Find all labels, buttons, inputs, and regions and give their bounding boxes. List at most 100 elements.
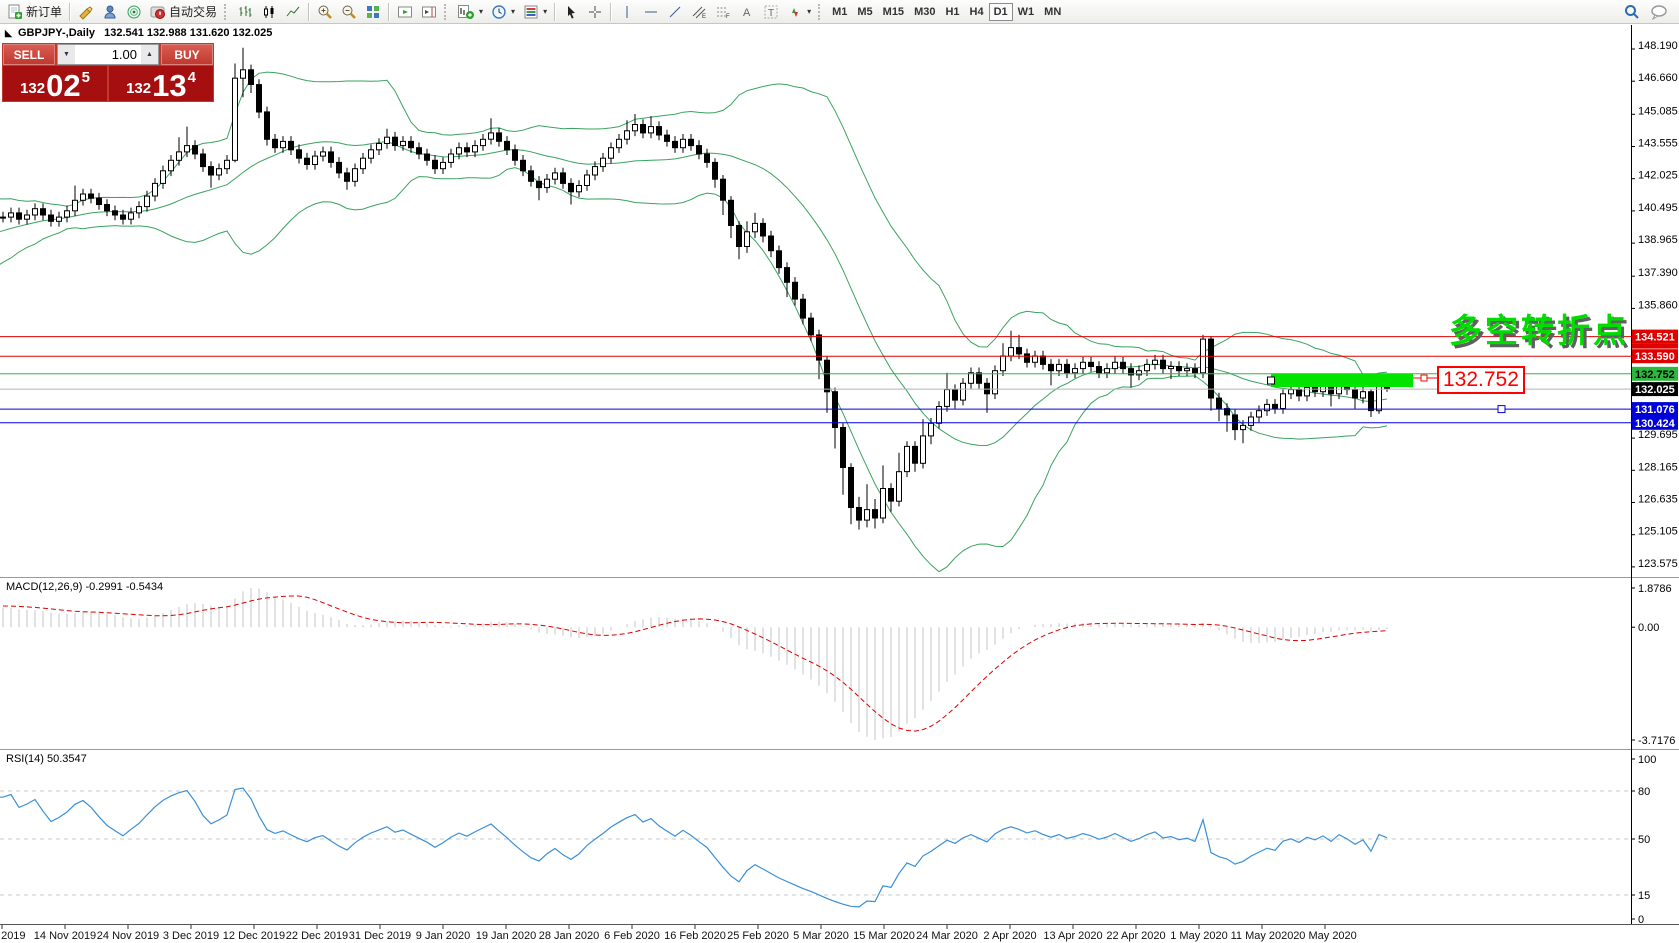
timeframe-h1[interactable]: H1 [945, 5, 960, 18]
periods-button[interactable]: ▾ [487, 1, 519, 22]
new-order-icon [7, 4, 23, 20]
svg-text:133.590: 133.590 [1635, 351, 1675, 363]
turning-point-annotation[interactable]: 多空转折点 [1449, 312, 1629, 349]
horizontal-line-icon [643, 4, 659, 20]
templates-button[interactable]: ▾ [519, 1, 551, 22]
expert-advisor-icon [102, 4, 118, 20]
text-a-icon: A [739, 4, 755, 20]
trendline-button[interactable] [663, 1, 687, 22]
bar-chart-button[interactable] [233, 1, 257, 22]
timeframe-m1[interactable]: M1 [832, 5, 848, 18]
toolbar-separator [69, 2, 72, 21]
sell-button[interactable]: SELL [3, 44, 55, 65]
toolbar-separator [610, 2, 613, 21]
svg-text:A: A [743, 7, 751, 19]
drawn-objects[interactable] [1267, 374, 1506, 414]
arrows-button[interactable]: ▾ [783, 1, 815, 22]
dropdown-caret-icon: ▾ [543, 7, 548, 16]
toolbar-separator [388, 2, 391, 21]
fibonacci-button[interactable]: F [711, 1, 735, 22]
line-chart-icon [285, 4, 301, 20]
toolbar-separator [308, 2, 311, 21]
zoom-in-icon [317, 4, 333, 20]
auto-trading-icon [150, 4, 166, 20]
auto-scroll-button[interactable] [393, 1, 417, 22]
text-label-button[interactable]: T [759, 1, 783, 22]
sell-price[interactable]: 132 02 5 [3, 66, 107, 101]
date-label: 2 Apr 2020 [983, 930, 1036, 942]
date-label: 13 Apr 2020 [1043, 930, 1102, 942]
auto-trading-button[interactable]: 自动交易 [146, 1, 221, 22]
text-label-icon: T [763, 4, 779, 20]
timeframe-m30[interactable]: M30 [914, 5, 936, 18]
volume-decrease-button[interactable]: ▼ [58, 45, 75, 64]
toolbar-grip [224, 3, 230, 20]
svg-text:0.00: 0.00 [1638, 622, 1659, 634]
candlestick-button[interactable] [257, 1, 281, 22]
occluded-price-label [1632, 343, 1678, 349]
buy-button[interactable]: BUY [161, 44, 213, 65]
equidistant-channel-button[interactable]: E [687, 1, 711, 22]
svg-text:50: 50 [1638, 834, 1650, 846]
timeframe-d1[interactable]: D1 [988, 2, 1013, 21]
zoom-out-button[interactable] [337, 1, 361, 22]
object-handle[interactable] [1267, 376, 1275, 385]
callout-anchor[interactable] [1420, 374, 1428, 382]
chart-title: ◣ GBPJPY-,Daily 132.541 132.988 131.620 … [5, 27, 272, 39]
text-button[interactable]: A [735, 1, 759, 22]
signals-button[interactable] [122, 1, 146, 22]
chart-shift-button[interactable] [417, 1, 441, 22]
history-center-button[interactable] [74, 1, 98, 22]
horizontal-level-lines[interactable] [0, 336, 1631, 424]
search-button[interactable] [1619, 1, 1645, 22]
line-chart-button[interactable] [281, 1, 305, 22]
price-callout-label[interactable]: 132.752 [1437, 366, 1525, 394]
date-label: 28 Jan 2020 [539, 930, 600, 942]
timeframe-w1[interactable]: W1 [1017, 5, 1035, 18]
volume-increase-button[interactable]: ▲ [141, 45, 158, 64]
date-label: 22 Dec 2019 [286, 930, 348, 942]
search-icon [1623, 3, 1641, 21]
svg-text:143.555: 143.555 [1638, 138, 1678, 150]
date-label: 31 Dec 2019 [349, 930, 411, 942]
main-price-pane[interactable] [0, 47, 1390, 573]
new-order-label: 新订单 [26, 5, 63, 19]
bollinger-bands [0, 71, 1388, 573]
green-resistance-bar[interactable] [1271, 374, 1413, 387]
arrows-icon [787, 4, 803, 20]
zoom-in-button[interactable] [313, 1, 337, 22]
tile-windows-button[interactable] [361, 1, 385, 22]
svg-text:138.965: 138.965 [1638, 234, 1678, 246]
chart-ohlc-values: 132.541 132.988 131.620 132.025 [104, 27, 273, 39]
axes[interactable]: 148.190 146.660 145.085 143.555 142.025 140.4… [0, 25, 1679, 926]
horizontal-line-button[interactable] [639, 1, 663, 22]
timeframe-h4[interactable]: H4 [969, 5, 984, 18]
new-order-button[interactable]: 新订单 [3, 1, 66, 22]
chat-button[interactable] [1645, 1, 1673, 22]
buy-price[interactable]: 132 13 4 [109, 66, 213, 101]
trendline-icon [667, 4, 683, 20]
wrench-icon [78, 4, 94, 20]
vertical-line-button[interactable] [615, 1, 639, 22]
macd-pane[interactable] [0, 588, 1388, 740]
rsi-pane-label: RSI(14) 50.3547 [6, 753, 87, 765]
svg-text:131.076: 131.076 [1635, 404, 1675, 416]
sell-price-big: 02 [46, 68, 81, 103]
crosshair-button[interactable] [583, 1, 607, 22]
chat-bubble-icon [1649, 3, 1669, 21]
timeframe-m5[interactable]: M5 [857, 5, 873, 18]
timeframe-m15[interactable]: M15 [882, 5, 905, 18]
object-handle[interactable] [1497, 405, 1506, 414]
expert-advisors-button[interactable] [98, 1, 122, 22]
timeframe-mn[interactable]: MN [1044, 5, 1062, 18]
svg-text:137.390: 137.390 [1638, 267, 1678, 279]
one-click-trading-panel: SELL ▼ 1.00 ▲ BUY 132 02 5 132 13 4 [2, 43, 214, 102]
svg-text:128.165: 128.165 [1638, 461, 1678, 473]
volume-input[interactable]: 1.00 [111, 47, 137, 62]
new-chart-button[interactable]: ▾ [453, 1, 487, 22]
rsi-pane[interactable] [0, 787, 1631, 908]
svg-text:F: F [726, 14, 730, 20]
cursor-button[interactable] [559, 1, 583, 22]
